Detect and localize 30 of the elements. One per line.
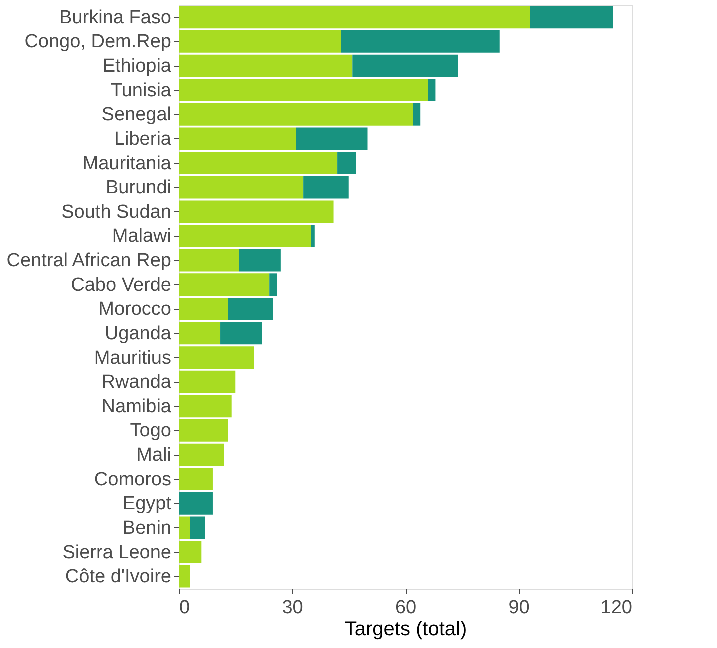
y-tick-label: Benin	[122, 518, 172, 539]
y-tick-label: Sierra Leone	[62, 542, 172, 564]
y-tick-label: Ethiopia	[102, 56, 172, 78]
y-tick-label: Malawi	[112, 226, 172, 248]
y-tick-label: South Sudan	[62, 202, 172, 223]
y-tick-label: Mali	[136, 445, 172, 466]
y-tick-label: Egypt	[122, 494, 172, 515]
y-tick-label: Morocco	[98, 299, 172, 320]
y-tick-label: Burundi	[106, 178, 172, 199]
x-tick-label: 30	[282, 598, 304, 618]
y-tick-label: Burkina Faso	[60, 7, 172, 28]
y-tick-label: Togo	[130, 420, 172, 442]
x-tick-label: 60	[395, 598, 417, 618]
y-tick-label: Congo, Dem.Rep	[24, 32, 172, 53]
y-tick-label: Cabo Verde	[71, 274, 172, 296]
x-tick-label: 0	[180, 598, 190, 618]
y-tick-label: Tunisia	[110, 80, 172, 102]
y-tick-label: Liberia	[114, 128, 172, 150]
y-tick-label: Central African Rep	[6, 250, 172, 272]
y-tick-label: Senegal	[102, 104, 172, 126]
y-tick-label: Mauritius	[94, 348, 172, 369]
x-tick-label: 120	[600, 598, 632, 618]
x-axis-title: Targets (total)	[344, 618, 468, 640]
y-tick-label: Uganda	[104, 323, 172, 344]
y-tick-label: Rwanda	[102, 372, 172, 394]
y-tick-label: Namibia	[102, 396, 172, 418]
y-tick-label: Comoros	[94, 469, 172, 490]
y-tick-label: Côte d'Ivoire	[65, 566, 172, 588]
y-tick-label: Mauritania	[82, 153, 172, 174]
x-tick-label: 90	[508, 598, 530, 618]
